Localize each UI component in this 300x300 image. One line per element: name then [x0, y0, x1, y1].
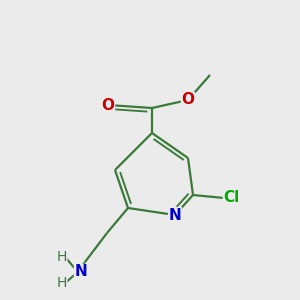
Text: N: N: [75, 265, 87, 280]
Text: O: O: [182, 92, 194, 107]
Text: H: H: [57, 276, 67, 290]
Text: O: O: [101, 98, 115, 112]
Text: Cl: Cl: [224, 190, 240, 206]
Text: H: H: [57, 250, 67, 264]
Text: N: N: [169, 208, 182, 223]
